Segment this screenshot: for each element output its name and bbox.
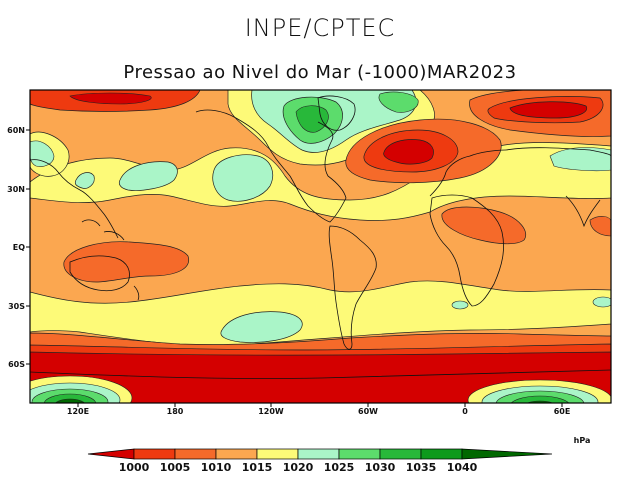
field-australia-low bbox=[63, 241, 190, 283]
colorbar-swatch-1025 bbox=[338, 448, 381, 460]
colorbar-swatch-1020 bbox=[297, 448, 340, 460]
colorbar-tick-1020: 1020 bbox=[283, 461, 314, 474]
field-africa-low bbox=[441, 206, 526, 245]
field-east-pacific-high bbox=[212, 154, 273, 202]
coast-north-america bbox=[195, 109, 347, 223]
coast-islands bbox=[81, 219, 140, 301]
field-north-pacific-high bbox=[118, 161, 178, 191]
field-south-atlantic-high bbox=[451, 300, 469, 310]
field-china-high bbox=[74, 172, 95, 189]
colorbar-tick-1000: 1000 bbox=[119, 461, 150, 474]
colorbar-swatches bbox=[87, 448, 553, 460]
colorbar-swatch-1000 bbox=[133, 448, 176, 460]
lat-label-eq: EQ bbox=[13, 243, 25, 252]
field-south-1005 bbox=[30, 332, 611, 351]
colorbar-tick-1025: 1025 bbox=[324, 461, 355, 474]
organization-title: INPE/CPTEC bbox=[244, 14, 396, 42]
colorbar-tick-1015: 1015 bbox=[242, 461, 273, 474]
colorbar-tick-1030: 1030 bbox=[365, 461, 396, 474]
coast-india bbox=[565, 195, 601, 228]
colorbar-swatch-below-1000 bbox=[87, 448, 135, 460]
colorbar-swatch-1035 bbox=[420, 448, 463, 460]
colorbar-unit: hPa bbox=[574, 436, 591, 445]
coast-south-america bbox=[328, 225, 377, 350]
longitude-axis: 120E 180 120W 60W 0 60E bbox=[67, 403, 570, 416]
colorbar-tick-1010: 1010 bbox=[201, 461, 232, 474]
color-bar: hPa 1000 1005 1010 1015 1020 1025 1030 1035 1040 bbox=[87, 436, 591, 474]
field-south-pacific-high bbox=[220, 311, 303, 343]
coast-asia bbox=[30, 147, 611, 239]
lon-label-120e: 120E bbox=[67, 407, 89, 416]
lat-label-30s: 30S bbox=[8, 302, 25, 311]
field-indian-ocean-high bbox=[592, 296, 611, 308]
lon-label-0: 0 bbox=[462, 407, 468, 416]
pressure-field bbox=[30, 90, 611, 403]
latitude-axis: 60N 30N EQ 30S 60S bbox=[7, 126, 30, 369]
lon-label-60w: 60W bbox=[358, 407, 378, 416]
lat-label-60n: 60N bbox=[7, 126, 25, 135]
coast-europe bbox=[429, 149, 507, 197]
field-south-1000 bbox=[30, 343, 611, 357]
coast-africa bbox=[429, 194, 504, 307]
lat-label-30n: 30N bbox=[7, 185, 25, 194]
lat-label-60s: 60S bbox=[8, 360, 25, 369]
colorbar-tick-1035: 1035 bbox=[406, 461, 437, 474]
coast-antarctica bbox=[30, 369, 611, 379]
colorbar-tick-1005: 1005 bbox=[160, 461, 191, 474]
colorbar-swatch-1030 bbox=[379, 448, 422, 460]
colorbar-tick-1040: 1040 bbox=[447, 461, 478, 474]
map-title: Pressao ao Nivel do Mar (-1000)MAR2023 bbox=[123, 62, 517, 83]
coastlines bbox=[30, 95, 611, 379]
lon-label-60e: 60E bbox=[554, 407, 571, 416]
colorbar-swatch-above-1040 bbox=[461, 448, 553, 460]
colorbar-swatch-1015 bbox=[256, 448, 299, 460]
colorbar-tick-labels: 1000 1005 1010 1015 1020 1025 1030 1035 1040 bbox=[119, 461, 478, 474]
colorbar-swatch-1010 bbox=[215, 448, 258, 460]
coast-australia bbox=[69, 255, 130, 292]
lon-label-180: 180 bbox=[167, 407, 184, 416]
lon-label-120w: 120W bbox=[258, 407, 284, 416]
colorbar-swatch-1005 bbox=[174, 448, 217, 460]
coast-greenland bbox=[317, 95, 356, 131]
field-antarctic-low bbox=[30, 351, 611, 403]
